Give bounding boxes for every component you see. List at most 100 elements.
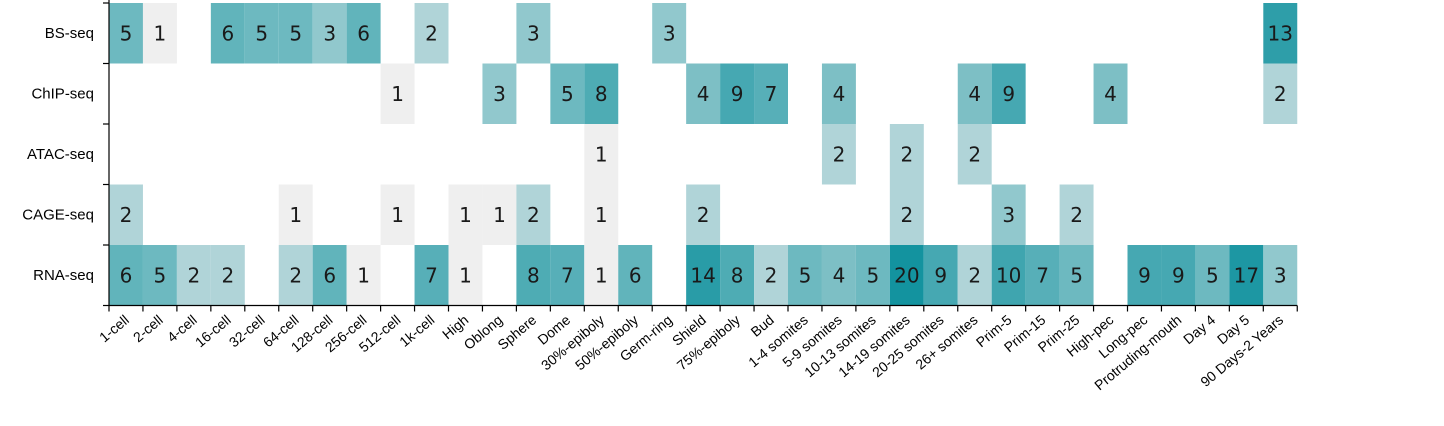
cell-value-label: 5 [867,263,880,287]
cell-value-label: 6 [629,263,642,287]
heatmap-cell-rna-seq-16-cell [210,245,245,306]
heatmap-cell-rna-seq-prim-15 [1025,245,1060,306]
axes [103,0,1298,312]
cell-value-label: 3 [1002,203,1015,227]
cell-value-label: 9 [1138,263,1151,287]
cell-value-label: 2 [1274,82,1287,106]
heatmap-cell-cage-seq-1-cell [109,184,143,245]
column-labels: 1-cell2-cell4-cell16-cell32-cell64-cell1… [96,311,1286,393]
cell-value-label: 2 [425,21,438,45]
cell-value-label: 1 [459,263,472,287]
cell-value-label: 9 [934,263,947,287]
cell-value-label: 3 [663,21,676,45]
heatmap-cell-bs-seq-90-days-2-years [1263,3,1298,64]
cell-value-label: 4 [833,82,846,106]
heatmap-cell-rna-seq-day-5 [1229,245,1264,306]
heatmap-cell-chip-seq-512-cell [380,63,415,124]
cell-value-label: 3 [493,82,506,106]
cell-value-label: 8 [527,263,540,287]
column-label-2-cell: 2-cell [130,312,166,346]
row-labels: BS-seq ChIP-seq ATAC-seq CAGE-seq RNA-seq [22,25,94,284]
cell-value-label: 2 [968,263,981,287]
column-label-day-4: Day 4 [1180,311,1218,347]
cell-value-label: 1 [289,203,302,227]
heatmap-cell-rna-seq-4-cell [176,245,211,306]
cell-value-label: 4 [833,263,846,287]
cell-value-label: 5 [255,21,268,45]
row-label-chip-seq: ChIP-seq [31,85,94,102]
cell-value-label: 14 [690,263,715,287]
cell-value-label: 5 [561,82,574,106]
cell-value-label: 2 [833,142,846,166]
cell-value-label: 17 [1234,263,1259,287]
cell-value-label: 20 [894,263,919,287]
heatmap-cell-rna-seq-26-somites [957,245,992,306]
heatmap-cell-bs-seq-1-cell [109,3,143,64]
heatmap-cell-rna-seq-prim-5 [991,245,1026,306]
cell-value-label: 9 [1172,263,1185,287]
cell-value-label: 2 [1070,203,1083,227]
heatmap-cell-rna-seq-5-9-somites [821,245,856,306]
cell-value-label: 2 [221,263,234,287]
heatmap-cell-rna-seq-sphere [516,245,551,306]
cell-value-label: 7 [425,263,438,287]
cell-value-label: 9 [731,82,744,106]
cell-value-label: 6 [120,263,133,287]
heatmap-cell-bs-seq-128-cell [312,3,347,64]
heatmap-cell-cage-seq-30-epiboly [584,184,619,245]
heatmap-cell-chip-seq-90-days-2-years [1263,63,1298,124]
cell-value-label: 1 [391,82,404,106]
heatmap-cell-cage-seq-sphere [516,184,551,245]
cell-value-label: 6 [357,21,370,45]
heatmap-cell-cage-seq-oblong [482,184,517,245]
column-label-1k-cell: 1k-cell [396,312,437,350]
heatmap-cell-rna-seq-high [448,245,483,306]
cell-value-label: 4 [968,82,981,106]
heatmap-cell-bs-seq-germ-ring [652,3,687,64]
cell-value-label: 1 [391,203,404,227]
cell-value-label: 4 [697,82,710,106]
heatmap-cell-cage-seq-shield [686,184,721,245]
cell-value-label: 1 [459,203,472,227]
heatmap-cell-rna-seq-prim-25 [1059,245,1094,306]
heatmap-cell-rna-seq-30-epiboly [584,245,619,306]
cell-value-label: 6 [323,263,336,287]
cell-value-label: 2 [900,142,913,166]
heatmap-cell-rna-seq-shield [686,245,721,306]
cell-value-label: 8 [731,263,744,287]
row-label-atac-seq: ATAC-seq [27,146,94,163]
heatmap-cell-atac-seq-26-somites [957,124,992,185]
heatmap-cell-rna-seq-dome [550,245,585,306]
cell-value-label: 2 [765,263,778,287]
heatmap-cell-chip-seq-bud [754,63,788,124]
heatmap-cell-rna-seq-50-epiboly [618,245,653,306]
cell-value-label: 5 [1070,263,1083,287]
cell-value-label: 9 [1002,82,1015,106]
heatmap-cell-cage-seq-64-cell [278,184,313,245]
cell-value-label: 1 [595,203,608,227]
cell-value-label: 1 [595,263,608,287]
heatmap-cell-cage-seq-prim-5 [991,184,1026,245]
cell-value-label: 2 [697,203,710,227]
heatmap-cell-rna-seq-1-4-somites [788,245,822,306]
cell-value-label: 5 [154,263,167,287]
cell-value-label: 4 [1104,82,1117,106]
heatmap-cell-cage-seq-high [448,184,483,245]
column-label-sphere: Sphere [494,311,539,352]
heatmap-cell-chip-seq-shield [686,63,721,124]
heatmap-cell-rna-seq-1k-cell [414,245,449,306]
column-label-1-cell: 1-cell [96,312,132,346]
cell-value-label: 7 [765,82,778,106]
cell-value-label: 5 [289,21,302,45]
heatmap-cell-chip-seq-30-epiboly [584,63,619,124]
heatmap-cell-chip-seq-prim-5 [991,63,1026,124]
column-label-32-cell: 32-cell [226,312,268,351]
heatmap-cell-atac-seq-5-9-somites [821,124,856,185]
heatmap-cell-rna-seq-128-cell [312,245,347,306]
cell-value-label: 2 [968,142,981,166]
cell-value-label: 5 [1206,263,1219,287]
heatmap-cell-bs-seq-2-cell [142,3,177,64]
heatmap-cell-chip-seq-dome [550,63,585,124]
heatmap-cell-rna-seq-75-epiboly [720,245,755,306]
heatmap-cell-rna-seq-90-days-2-years [1263,245,1298,306]
